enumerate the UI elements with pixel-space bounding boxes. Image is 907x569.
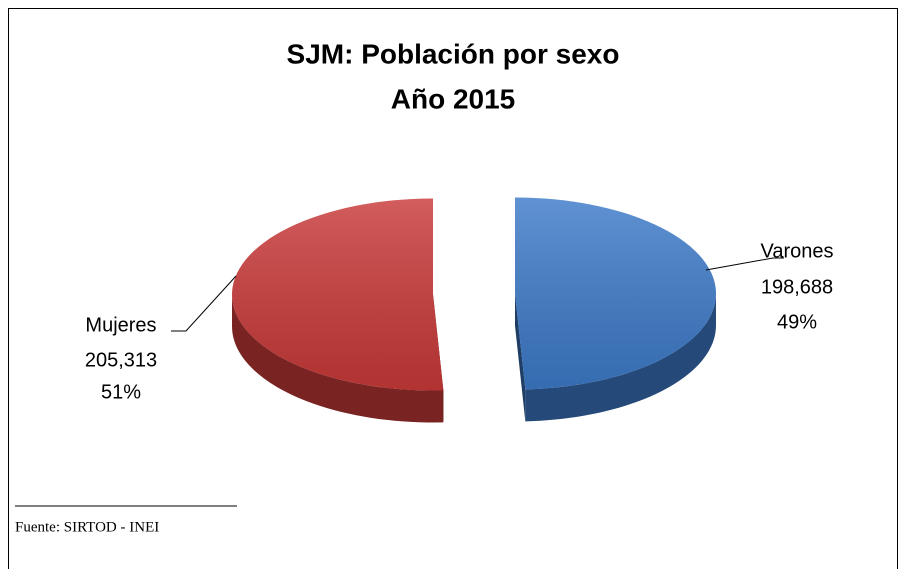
slice-shine bbox=[232, 198, 444, 391]
value-label: 198,688 bbox=[761, 276, 833, 298]
chart-title: SJM: Población por sexo bbox=[287, 38, 620, 69]
leader-line bbox=[705, 257, 784, 271]
percent-label: 49% bbox=[777, 311, 817, 333]
slice-group bbox=[232, 198, 444, 423]
value-label: 205,313 bbox=[85, 349, 157, 371]
slice-label: Mujeres bbox=[85, 314, 156, 336]
slice-side bbox=[525, 293, 716, 422]
source: Fuente: SIRTOD - INEI bbox=[15, 519, 159, 535]
leader-line bbox=[171, 275, 237, 332]
frame bbox=[8, 8, 898, 569]
slice-side bbox=[232, 294, 444, 423]
pie bbox=[232, 197, 716, 423]
slice-shine bbox=[514, 197, 716, 390]
slice-side bbox=[514, 293, 526, 422]
percent-label: 51% bbox=[101, 381, 141, 403]
slice-group bbox=[514, 197, 716, 422]
chart-subtitle: Año 2015 bbox=[391, 83, 516, 114]
slice-label: Varones bbox=[760, 240, 833, 262]
